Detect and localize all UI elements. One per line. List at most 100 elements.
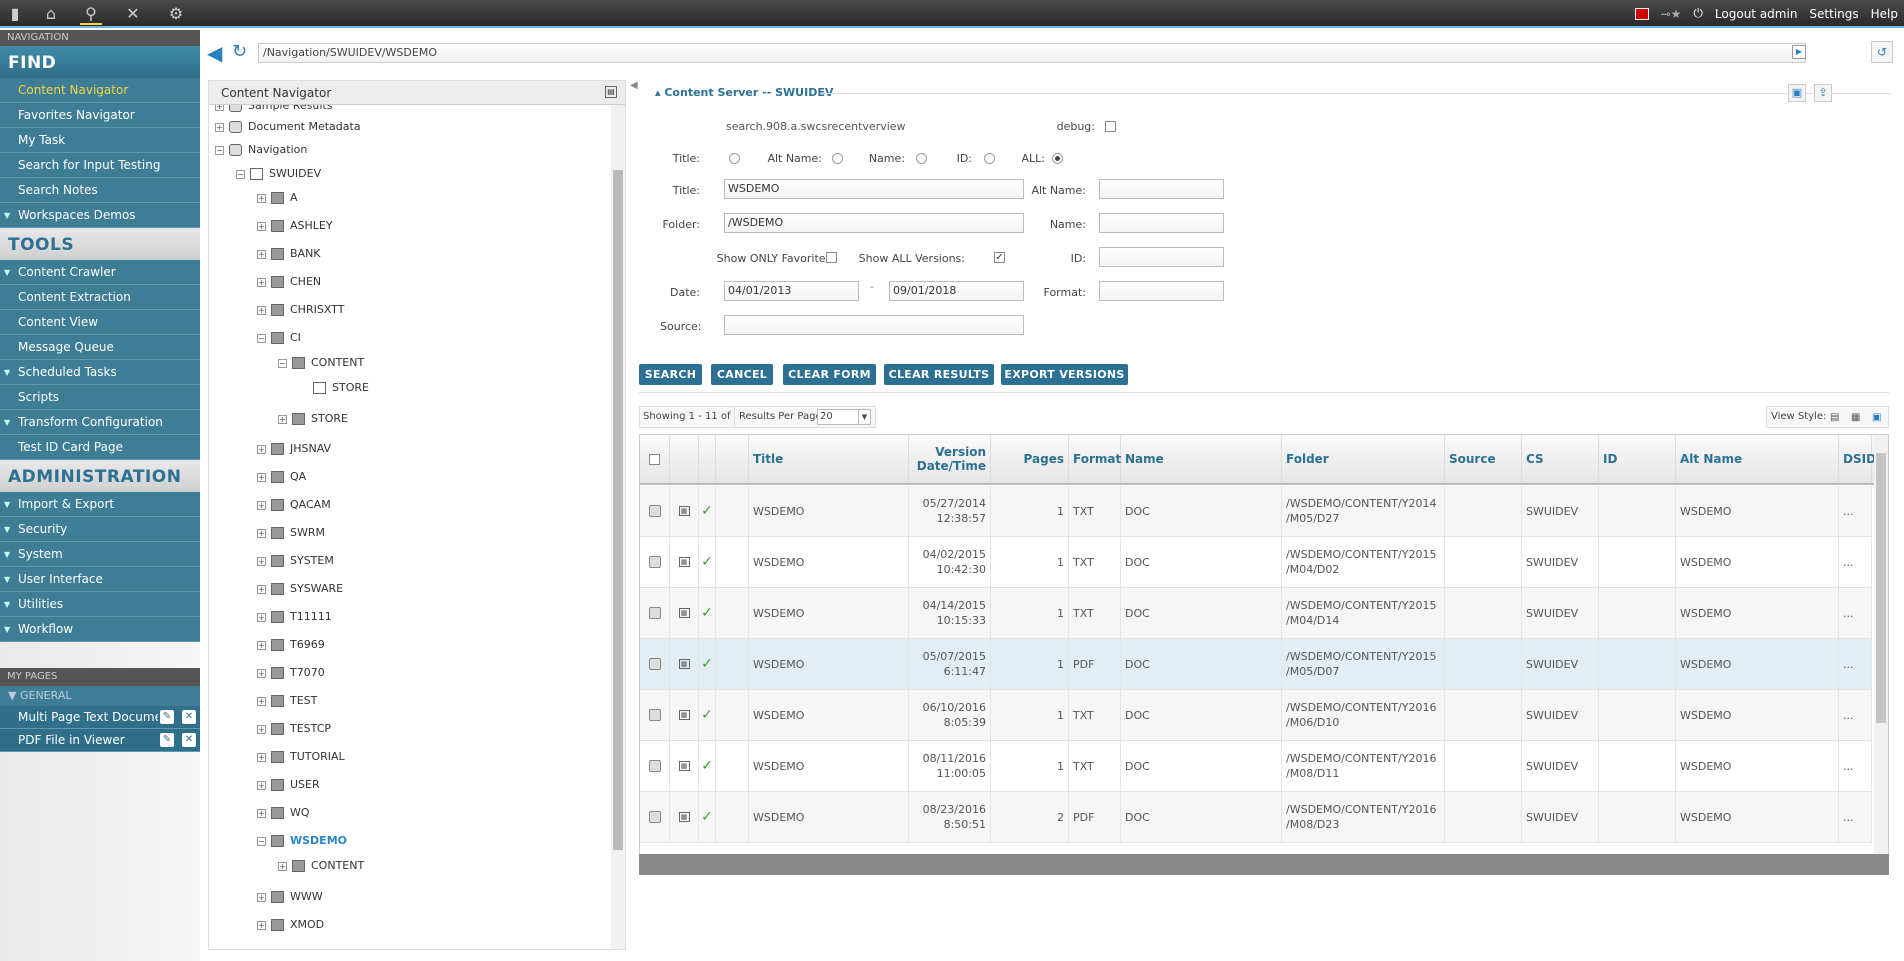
preview-icon[interactable]: ▦ (678, 659, 690, 669)
table-row[interactable]: ▦ ✓ WSDEMO 05/07/2015 6:11:47 1 PDF DOC/WSDEMO/… (640, 639, 1872, 690)
rpp-select[interactable]: 20 ▼ (817, 409, 871, 425)
expand-icon[interactable]: + (278, 414, 287, 424)
source-input[interactable] (724, 315, 1024, 335)
panel-menu-icon[interactable]: ▤ (605, 86, 617, 98)
tree-node[interactable]: + QA (257, 468, 306, 486)
clear-form-button[interactable]: CLEAR FORM (783, 364, 876, 385)
radio-id[interactable] (984, 153, 995, 164)
scroll-thumb[interactable] (613, 170, 623, 850)
row-checkbox[interactable] (648, 607, 661, 619)
tree-scrollbar[interactable] (611, 105, 625, 949)
table-row[interactable]: ▦ ✓ WSDEMO 06/10/2016 8:05:39 1 TXT DOC/WSDEMO/… (640, 690, 1872, 741)
expand-icon[interactable]: + (257, 305, 266, 315)
preview-icon[interactable]: ▦ (678, 761, 690, 771)
tree-node[interactable]: + USER (257, 776, 320, 794)
home-icon[interactable]: ⌂ (45, 4, 57, 23)
favorite-star-icon[interactable]: ⊸★ (1660, 6, 1682, 21)
col-id[interactable]: ID (1599, 435, 1676, 483)
save-icon[interactable]: ▣ (1788, 84, 1806, 102)
format-input[interactable] (1099, 281, 1224, 301)
row-checkbox[interactable] (648, 505, 661, 517)
tree-node[interactable]: + A (257, 189, 298, 207)
sidebar-item-search-notes[interactable]: Search Notes (0, 178, 200, 203)
expand-icon[interactable]: + (215, 105, 224, 111)
tree-node[interactable]: + SYSTEM (257, 552, 334, 570)
close-icon[interactable]: ✕ (182, 710, 196, 724)
my-page-item[interactable]: Multi Page Text Document i ✎ ✕ (0, 706, 200, 729)
expand-icon[interactable]: + (257, 528, 266, 538)
sidebar-item-favorites-navigator[interactable]: Favorites Navigator (0, 103, 200, 128)
table-row[interactable]: ▦ ✓ WSDEMO 08/11/2016 11:00:05 1 TXT DOC/WSDEMO… (640, 741, 1872, 792)
expand-icon[interactable]: + (215, 122, 224, 132)
expand-icon[interactable]: + (257, 668, 266, 678)
collapse-icon[interactable]: − (278, 358, 287, 368)
sidebar-item-utilities[interactable]: Utilities (0, 592, 200, 617)
sidebar-item-workspaces-demos[interactable]: Workspaces Demos (0, 203, 200, 228)
tree-node[interactable]: + BANK (257, 245, 321, 263)
date-from-input[interactable]: 04/01/2013 (724, 281, 859, 301)
path-input[interactable]: /Navigation/SWUIDEV/WSDEMO (258, 43, 1806, 63)
col-altname[interactable]: Alt Name (1676, 435, 1839, 483)
row-checkbox[interactable] (648, 658, 661, 670)
row-checkbox[interactable] (648, 556, 661, 568)
cancel-button[interactable]: CANCEL (711, 364, 773, 385)
detail-view-icon[interactable]: ▦ (1851, 412, 1861, 423)
col-dsid[interactable]: DSID (1839, 435, 1876, 483)
expand-icon[interactable]: + (257, 500, 266, 510)
col-folder[interactable]: Folder (1282, 435, 1445, 483)
favorites-checkbox[interactable] (826, 252, 837, 263)
expand-icon[interactable]: + (257, 892, 266, 902)
expand-icon[interactable]: + (257, 193, 266, 203)
col-format[interactable]: Format (1069, 435, 1121, 483)
col-version[interactable]: Version Date/Time (909, 435, 991, 483)
expand-icon[interactable]: + (257, 584, 266, 594)
tree-node[interactable]: + JHSNAV (257, 440, 331, 458)
sidebar-item-import-export[interactable]: Import & Export (0, 492, 200, 517)
close-icon[interactable]: ✕ (182, 733, 196, 747)
sidebar-item-search-input-testing[interactable]: Search for Input Testing (0, 153, 200, 178)
tree-node[interactable]: + WQ (257, 804, 310, 822)
sidebar-item-scripts[interactable]: Scripts (0, 385, 200, 410)
sidebar-item-my-task[interactable]: My Task (0, 128, 200, 153)
col-name[interactable]: Name (1121, 435, 1282, 483)
expand-icon[interactable]: + (257, 249, 266, 259)
general-group-header[interactable]: ▼ GENERAL (0, 686, 200, 706)
tree-node[interactable]: + Document Metadata (215, 118, 361, 136)
sidebar-item-workflow[interactable]: Workflow (0, 617, 200, 642)
collapse-icon[interactable]: − (257, 836, 266, 846)
table-row[interactable]: ▦ ✓ WSDEMO 05/27/2014 12:38:57 1 TXT DOC/WSDEMO… (640, 486, 1872, 537)
settings-link[interactable]: Settings (1809, 6, 1859, 21)
expand-icon[interactable]: + (257, 640, 266, 650)
table-row[interactable]: ▦ ✓ WSDEMO 04/02/2015 10:42:30 1 TXT DOC/WSDEMO… (640, 537, 1872, 588)
tree-node[interactable]: + SWRM (257, 524, 325, 542)
tree-node[interactable]: + TUTORIAL (257, 748, 345, 766)
row-checkbox[interactable] (648, 811, 661, 823)
tree-node[interactable]: − WSDEMO (257, 832, 347, 850)
expand-icon[interactable]: + (257, 808, 266, 818)
expand-icon[interactable]: + (257, 696, 266, 706)
chevron-down-icon[interactable]: ▼ (858, 410, 870, 424)
grid-view-icon[interactable]: ▣ (1872, 412, 1882, 423)
select-all-checkbox[interactable] (649, 453, 660, 465)
tree-node[interactable]: STORE (299, 379, 369, 397)
tree-node[interactable]: + T11111 (257, 608, 332, 626)
find-section-header[interactable]: FIND (0, 46, 200, 78)
expand-icon[interactable]: + (257, 472, 266, 482)
expand-icon[interactable]: + (257, 221, 266, 231)
search-icon[interactable]: ⚲ (80, 3, 102, 25)
radio-name[interactable] (916, 153, 927, 164)
search-button[interactable]: SEARCH (639, 364, 702, 385)
preview-icon[interactable]: ▦ (678, 710, 690, 720)
tree-node[interactable]: + ASHLEY (257, 217, 333, 235)
tree-node[interactable]: + STORE (278, 410, 348, 428)
tree-node[interactable]: + T6969 (257, 636, 325, 654)
tree-node[interactable]: − SWUIDEV (236, 165, 321, 183)
tree-node[interactable]: + T7070 (257, 664, 325, 682)
sidebar-item-user-interface[interactable]: User Interface (0, 567, 200, 592)
tree-node[interactable]: + XMOD (257, 916, 324, 934)
versions-checkbox[interactable]: ✓ (994, 252, 1005, 263)
expand-icon[interactable]: + (257, 752, 266, 762)
preview-icon[interactable]: ▦ (678, 812, 690, 822)
sidebar-item-content-extraction[interactable]: Content Extraction (0, 285, 200, 310)
edit-icon[interactable]: ✎ (160, 733, 174, 747)
